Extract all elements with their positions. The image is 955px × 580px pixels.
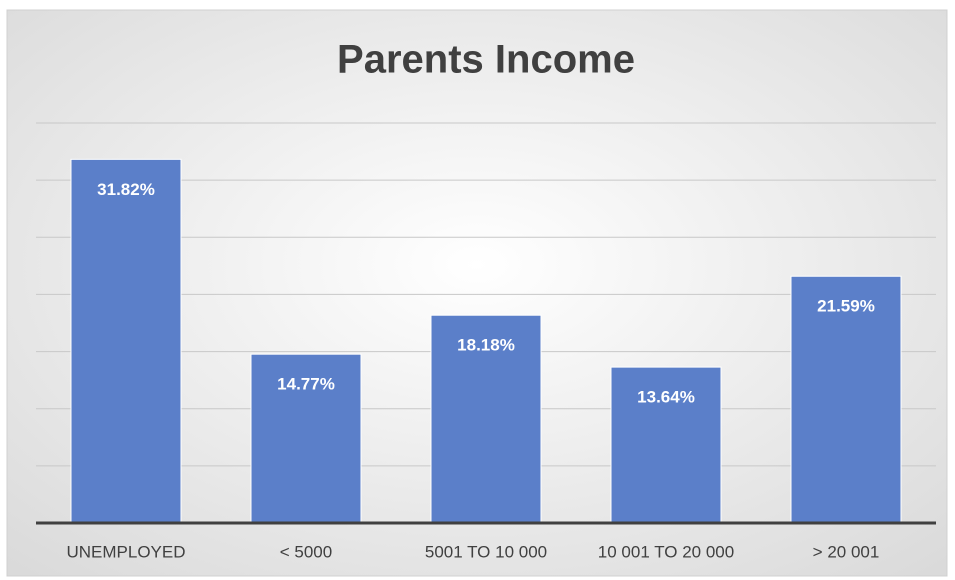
data-label: 14.77% <box>277 375 335 394</box>
bar <box>430 314 542 524</box>
x-tick-label: > 20 001 <box>813 542 880 561</box>
x-tick-label: UNEMPLOYED <box>66 542 185 561</box>
x-tick-label: 10 001 TO 20 000 <box>598 542 734 561</box>
data-label: 18.18% <box>457 336 515 355</box>
x-tick-label: 5001 TO 10 000 <box>425 542 547 561</box>
bar <box>610 366 722 524</box>
x-tick-label: < 5000 <box>280 542 332 561</box>
bar <box>250 353 362 524</box>
chart-title: Parents Income <box>337 38 635 82</box>
data-label: 21.59% <box>817 297 875 316</box>
bar <box>790 275 902 524</box>
data-label: 13.64% <box>637 388 695 407</box>
data-label: 31.82% <box>97 180 155 199</box>
bar <box>70 158 182 524</box>
